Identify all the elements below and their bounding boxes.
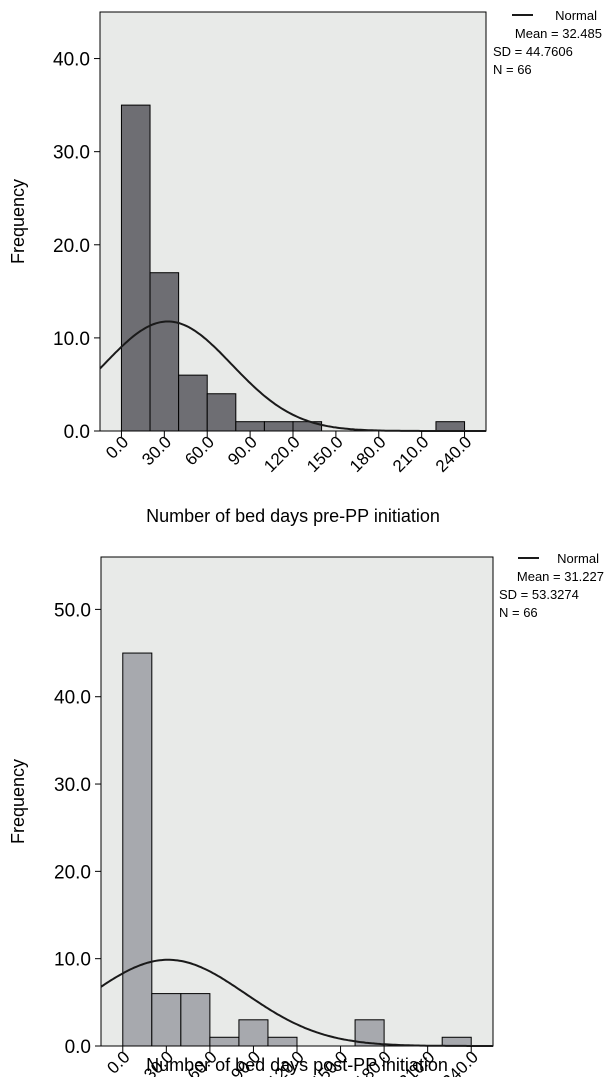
y-tick-label: 0.0 [64, 422, 90, 443]
y-tick-label: 30.0 [54, 775, 91, 796]
histogram-bar [120, 104, 151, 432]
y-axis-label: Frequency [8, 759, 28, 844]
plot-area [100, 556, 494, 1047]
histogram-bar [151, 993, 182, 1047]
histogram-bar [206, 393, 237, 432]
legend-normal-label: Normal [557, 551, 599, 566]
legend-mean: Mean = 31.227 [517, 569, 604, 584]
histogram-bar [180, 993, 211, 1047]
histogram-bar [149, 272, 180, 432]
x-tick-label: 240.0 [432, 432, 476, 476]
histogram-bar [235, 421, 265, 432]
histogram-bar [267, 1036, 298, 1047]
x-tick-label: 0.0 [102, 432, 132, 462]
y-tick-label: 10.0 [53, 329, 90, 350]
y-tick-label: 40.0 [53, 50, 90, 71]
histogram-post-pp: 0.010.020.030.040.050.00.0 30.0 60.0 90.0 12… [8, 551, 604, 1082]
x-tick-label: 0.0 [103, 1047, 133, 1077]
normal-curve [100, 958, 493, 1047]
y-tick-label: 50.0 [54, 600, 91, 621]
y-tick-label: 20.0 [53, 236, 90, 257]
legend-normal-label: Normal [555, 8, 597, 23]
histogram-bar [178, 374, 208, 432]
histogram-bar [435, 421, 466, 432]
legend-n: N = 66 [499, 605, 538, 620]
y-tick-label: 40.0 [54, 688, 91, 709]
y-tick-label: 0.0 [65, 1037, 91, 1058]
x-tick-label: 210.0 [389, 432, 433, 476]
histogram-pre-pp: 0.010.020.030.040.00.0 30.0 60.0 90.0 120.0 1… [8, 8, 602, 526]
histogram-bar [122, 652, 153, 1047]
legend-sd: SD = 53.3274 [499, 587, 579, 602]
x-tick-label: 30.0 [138, 432, 175, 469]
x-axis-label: Number of bed days pre-PP initiation [146, 506, 440, 526]
histogram-bar [238, 1019, 269, 1047]
x-tick-label: 120.0 [260, 432, 304, 476]
y-tick-label: 30.0 [53, 143, 90, 164]
y-tick-label: 10.0 [54, 950, 91, 971]
histogram-bar [209, 1036, 240, 1047]
x-axis-label: Number of bed days post-PP initiation [146, 1055, 448, 1075]
y-tick-label: 20.0 [54, 862, 91, 883]
histogram-bar [263, 421, 294, 432]
x-tick-label: 90.0 [224, 432, 261, 469]
y-axis-label: Frequency [8, 179, 28, 264]
x-tick-label: 60.0 [181, 432, 218, 469]
histogram-bar [441, 1036, 472, 1047]
x-tick-label: 150.0 [303, 432, 347, 476]
x-tick-label: 180.0 [346, 432, 390, 476]
legend-n: N = 66 [493, 62, 532, 77]
legend-mean: Mean = 32.485 [515, 26, 602, 41]
legend-sd: SD = 44.7606 [493, 44, 573, 59]
